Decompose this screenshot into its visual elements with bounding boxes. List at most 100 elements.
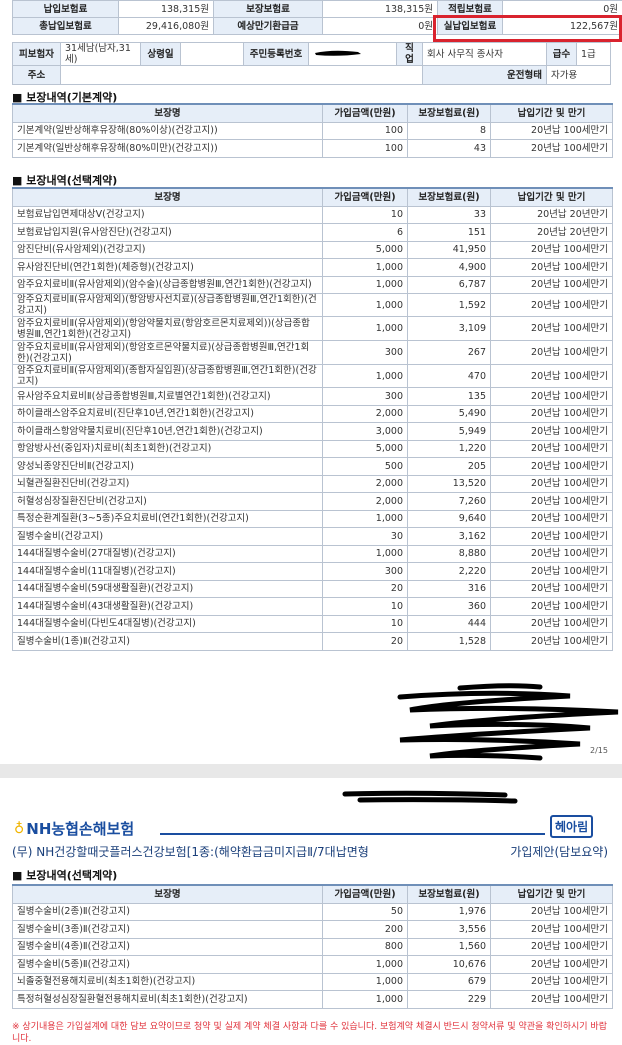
coverage-name: 암주요치료비Ⅱ(유사암제외)(항암방사선치료)(상급종합병원Ⅲ,연간1회한)(건… bbox=[13, 294, 323, 317]
coverage-premium: 9,640 bbox=[408, 510, 491, 528]
coverage-premium: 13,520 bbox=[408, 475, 491, 493]
coverage-amount: 500 bbox=[323, 458, 408, 476]
insured-value: 31세남(남자,31세) bbox=[61, 43, 141, 66]
coverage-name: 암주요치료비Ⅱ(유사암제외)(암수술)(상급종합병원Ⅲ,연간1회한)(건강고지) bbox=[13, 276, 323, 294]
coverage-period: 20년납 100세만기 bbox=[491, 365, 613, 388]
coverage-name: 하이클래스항암약물치료비(진단후10년,연간1회한)(건강고지) bbox=[13, 423, 323, 441]
column-header: 보장명 bbox=[13, 885, 323, 903]
coverage-name: 특정허혈성심장질환혈전용해치료비(최초1회한)(건강고지) bbox=[13, 991, 323, 1009]
address-label: 주소 bbox=[13, 66, 61, 85]
coverage-name: 암주요치료비Ⅱ(유사암제외)(항암약물치료(항암호르몬치료제외))(상급종합병원… bbox=[13, 317, 323, 341]
redacted-line bbox=[340, 790, 520, 804]
coverage-premium: 3,162 bbox=[408, 528, 491, 546]
coverage-name: 144대질병수술비(43대생활질환)(건강고지) bbox=[13, 598, 323, 616]
coverage-amount: 3,000 bbox=[323, 423, 408, 441]
coverage-name: 항암방사선(중입자)치료비(최초1회한)(건강고지) bbox=[13, 440, 323, 458]
coverage-premium: 5,949 bbox=[408, 423, 491, 441]
coverage-period: 20년납 100세만기 bbox=[491, 259, 613, 277]
coverage-premium: 229 bbox=[408, 991, 491, 1009]
coverage-premium: 1,220 bbox=[408, 440, 491, 458]
coverage-name: 유사암진단비(연간1회한)(체증형)(건강고지) bbox=[13, 259, 323, 277]
coverage-premium: 10,676 bbox=[408, 956, 491, 974]
job-label: 직업 bbox=[397, 43, 423, 66]
coverage-period: 20년납 100세만기 bbox=[491, 405, 613, 423]
drive-value: 자가용 bbox=[547, 66, 611, 85]
coverage-amount: 1,000 bbox=[323, 991, 408, 1009]
coverage-name: 특정순환계질환(3~5종)주요치료비(연간1회한)(건강고지) bbox=[13, 510, 323, 528]
coverage-period: 20년납 100세만기 bbox=[491, 423, 613, 441]
column-header: 보장보험료(원) bbox=[408, 104, 491, 122]
coverage-period: 20년납 100세만기 bbox=[491, 633, 613, 651]
coverage-premium: 267 bbox=[408, 341, 491, 365]
coverage-premium: 1,528 bbox=[408, 633, 491, 651]
coverage-amount: 50 bbox=[323, 903, 408, 921]
age-value bbox=[181, 43, 244, 66]
coverage-name: 질병수술비(3종)Ⅱ(건강고지) bbox=[13, 921, 323, 939]
coverage-amount: 200 bbox=[323, 921, 408, 939]
coverage-name: 질병수술비(건강고지) bbox=[13, 528, 323, 546]
job-value: 회사 사무직 종사자 bbox=[423, 43, 547, 66]
column-header: 보장명 bbox=[13, 188, 323, 206]
product-title: (무) NH건강할때굿플러스건강보험[1종:(해약환급금미지급Ⅱ/7대납면형 bbox=[12, 843, 369, 860]
summary-value: 0원 bbox=[323, 18, 438, 35]
insured-info-table: 피보험자 31세남(남자,31세) 상령일 주민등록번호 직업 회사 사무직 종… bbox=[12, 42, 611, 85]
coverage-period: 20년납 20년만기 bbox=[491, 206, 613, 224]
coverage-period: 20년납 100세만기 bbox=[491, 317, 613, 341]
coverage-premium: 360 bbox=[408, 598, 491, 616]
coverage-period: 20년납 100세만기 bbox=[491, 510, 613, 528]
coverage-name: 144대질병수술비(27대질병)(건강고지) bbox=[13, 545, 323, 563]
coverage-amount: 1,000 bbox=[323, 317, 408, 341]
column-header: 납입기간 및 만기 bbox=[491, 104, 613, 122]
company-logo: ♁NH농협손해보험 bbox=[14, 818, 134, 839]
page-separator bbox=[0, 764, 622, 778]
coverage-amount: 2,000 bbox=[323, 405, 408, 423]
address-value bbox=[61, 66, 423, 85]
coverage-amount: 1,000 bbox=[323, 259, 408, 277]
coverage-name: 144대질병수술비(11대질병)(건강고지) bbox=[13, 563, 323, 581]
coverage-period: 20년납 100세만기 bbox=[491, 956, 613, 974]
table-row: 암주요치료비Ⅱ(유사암제외)(암수술)(상급종합병원Ⅲ,연간1회한)(건강고지)… bbox=[13, 276, 613, 294]
coverage-period: 20년납 100세만기 bbox=[491, 493, 613, 511]
coverage-premium: 8 bbox=[408, 122, 491, 140]
coverage-period: 20년납 100세만기 bbox=[491, 563, 613, 581]
coverage-premium: 33 bbox=[408, 206, 491, 224]
coverage-amount: 800 bbox=[323, 938, 408, 956]
column-header: 납입기간 및 만기 bbox=[491, 885, 613, 903]
coverage-amount: 1,000 bbox=[323, 545, 408, 563]
coverage-premium: 316 bbox=[408, 580, 491, 598]
column-header: 가입금액(만원) bbox=[323, 188, 408, 206]
coverage-amount: 300 bbox=[323, 388, 408, 406]
table-row: 암주요치료비Ⅱ(유사암제외)(종합자실입원)(상급종합병원Ⅲ,연간1회한)(건강… bbox=[13, 365, 613, 388]
coverage-amount: 1,000 bbox=[323, 365, 408, 388]
summary-label: 보장보험료 bbox=[214, 1, 323, 18]
coverage-name: 질병수술비(2종)Ⅱ(건강고지) bbox=[13, 903, 323, 921]
summary-label: 예상만기환급금 bbox=[214, 18, 323, 35]
page-number: 2/15 bbox=[590, 746, 608, 755]
coverage-premium: 6,787 bbox=[408, 276, 491, 294]
coverage-name: 질병수술비(5종)Ⅱ(건강고지) bbox=[13, 956, 323, 974]
coverage-amount: 300 bbox=[323, 563, 408, 581]
summary-value: 138,315원 bbox=[119, 1, 214, 18]
summary-value: 29,416,080원 bbox=[119, 18, 214, 35]
coverage-name: 양성뇌종양진단비Ⅱ(건강고지) bbox=[13, 458, 323, 476]
redacted-stamp bbox=[390, 682, 620, 762]
coverage-period: 20년납 100세만기 bbox=[491, 294, 613, 317]
coverage-amount: 100 bbox=[323, 140, 408, 158]
coverage-period: 20년납 100세만기 bbox=[491, 440, 613, 458]
summary-label: 총납입보험료 bbox=[13, 18, 119, 35]
coverage-premium: 7,260 bbox=[408, 493, 491, 511]
age-label: 상령일 bbox=[141, 43, 181, 66]
